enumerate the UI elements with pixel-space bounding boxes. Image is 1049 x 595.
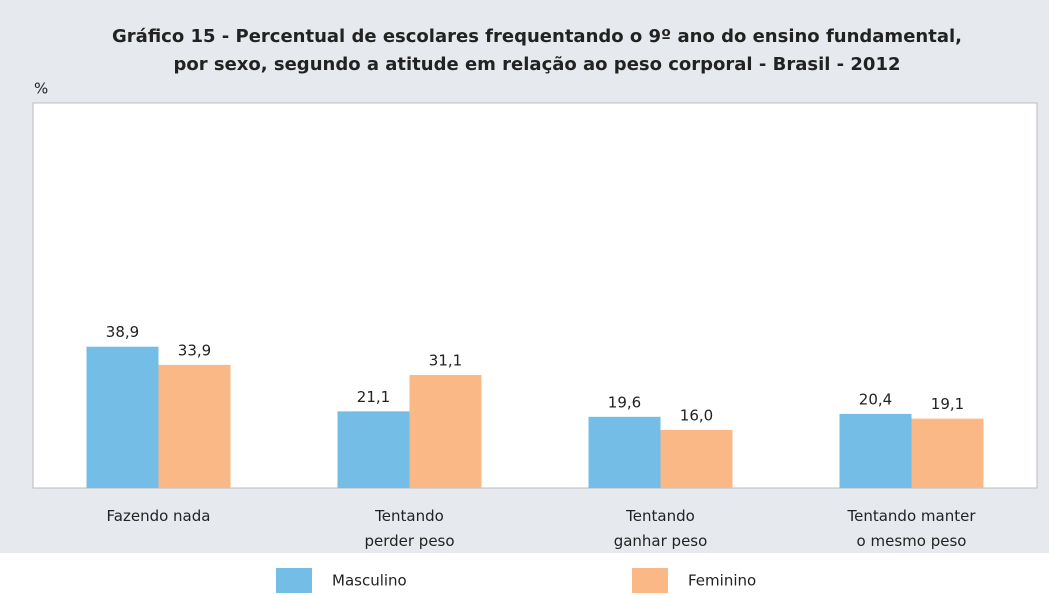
x-tick-label: Tentando perder peso	[364, 507, 454, 550]
y-axis-label: %	[34, 80, 48, 98]
bar	[660, 429, 733, 488]
chart-title: por sexo, segundo a atitude em relação a…	[173, 54, 900, 75]
value-label: 31,1	[429, 352, 462, 370]
value-label: 33,9	[178, 341, 211, 359]
x-tick-label: Tentando ganhar peso	[614, 507, 708, 550]
x-tick-label-line: o mesmo peso	[857, 532, 967, 550]
chart-title: Gráfico 15 - Percentual de escolares fre…	[112, 26, 962, 47]
legend-swatch	[276, 568, 312, 593]
bar	[911, 418, 984, 488]
bar	[158, 364, 231, 488]
value-label: 19,1	[931, 395, 964, 413]
x-tick-label-line: Tentando	[625, 507, 695, 525]
value-label: 19,6	[608, 393, 641, 411]
legend-label: Masculino	[332, 572, 407, 590]
value-label: 38,9	[106, 323, 139, 341]
value-label: 16,0	[680, 406, 713, 424]
bar	[86, 346, 159, 488]
x-tick-label-line: ganhar peso	[614, 532, 708, 550]
x-tick-label: Fazendo nada	[107, 507, 211, 525]
value-label: 21,1	[357, 388, 390, 406]
bar	[409, 375, 482, 488]
x-tick-label-line: Tentando	[374, 507, 444, 525]
bar	[839, 413, 912, 488]
bar	[337, 411, 410, 488]
x-tick-label-line: Fazendo nada	[107, 507, 211, 525]
x-tick-label: Tentando manter o mesmo peso	[847, 507, 977, 550]
bar	[588, 416, 661, 488]
value-label: 20,4	[859, 390, 892, 408]
x-tick-label-line: Tentando manter	[847, 507, 977, 525]
legend-label: Feminino	[688, 572, 756, 590]
x-tick-label-line: perder peso	[364, 532, 454, 550]
legend-swatch	[632, 568, 668, 593]
